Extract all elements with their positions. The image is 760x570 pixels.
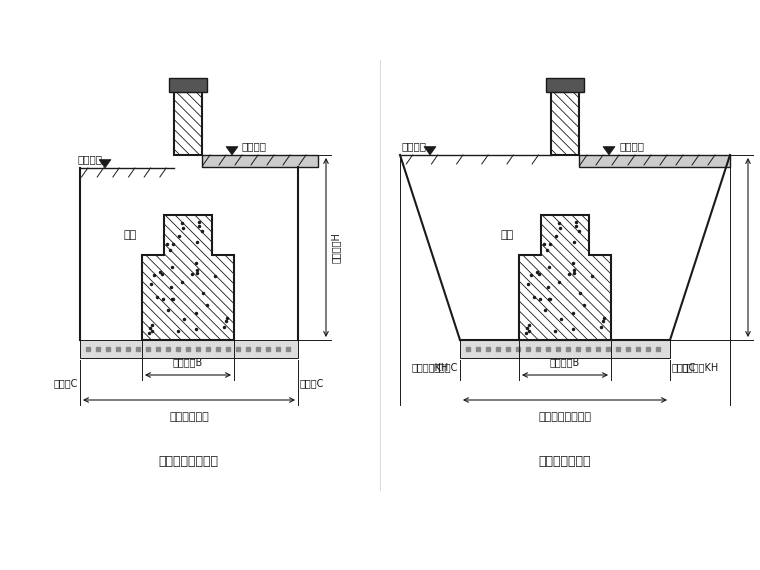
Text: 放坡宽度KH: 放坡宽度KH — [682, 362, 719, 372]
Text: 室外地坪: 室外地坪 — [78, 154, 103, 164]
Text: 基础: 基础 — [124, 230, 137, 240]
Text: 工作面C: 工作面C — [300, 378, 325, 388]
Text: 基础宽度B: 基础宽度B — [550, 357, 580, 367]
Text: 室外地坪: 室外地坪 — [402, 141, 427, 151]
Polygon shape — [579, 155, 730, 167]
Text: 不放坡的基槽断面: 不放坡的基槽断面 — [158, 455, 218, 468]
Polygon shape — [202, 155, 318, 167]
Text: 开挚深度H: 开挚深度H — [331, 232, 341, 263]
Polygon shape — [142, 215, 234, 340]
Polygon shape — [519, 215, 611, 340]
Text: 放坡的基槽断面: 放坡的基槽断面 — [539, 455, 591, 468]
Text: 工作面C: 工作面C — [434, 362, 458, 372]
Text: 基础: 基础 — [501, 230, 514, 240]
Text: 室内地坪: 室内地坪 — [619, 141, 644, 151]
Polygon shape — [424, 146, 436, 155]
Text: 工作面C: 工作面C — [672, 362, 696, 372]
Text: 放坡宽度KH: 放坡宽度KH — [411, 362, 448, 372]
Polygon shape — [551, 92, 579, 155]
Text: 基础宽度B: 基础宽度B — [173, 357, 203, 367]
Polygon shape — [603, 146, 615, 155]
Polygon shape — [226, 146, 238, 155]
Polygon shape — [80, 340, 298, 358]
Polygon shape — [174, 92, 202, 155]
Text: 室内地坪: 室内地坪 — [242, 141, 267, 151]
Text: 基槽开挚宽度: 基槽开挚宽度 — [169, 412, 209, 422]
Polygon shape — [460, 340, 670, 358]
Polygon shape — [99, 160, 111, 168]
Text: 基槽基底开挚宽度: 基槽基底开挚宽度 — [539, 412, 591, 422]
Polygon shape — [169, 78, 207, 92]
Polygon shape — [546, 78, 584, 92]
Text: 工作面C: 工作面C — [54, 378, 78, 388]
